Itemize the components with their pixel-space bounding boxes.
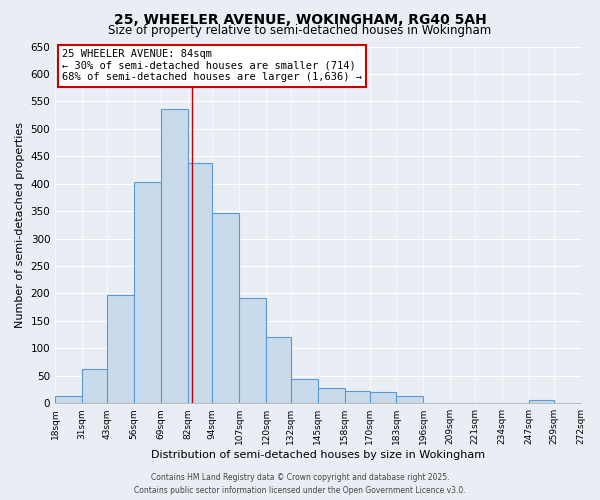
Text: 25 WHEELER AVENUE: 84sqm
← 30% of semi-detached houses are smaller (714)
68% of : 25 WHEELER AVENUE: 84sqm ← 30% of semi-d…	[62, 50, 362, 82]
Bar	[82, 368, 107, 403]
Y-axis label: Number of semi-detached properties: Number of semi-detached properties	[15, 122, 25, 328]
Bar	[55, 396, 82, 403]
Bar	[345, 391, 370, 403]
Bar	[529, 400, 554, 403]
Bar	[161, 109, 188, 403]
Bar	[318, 388, 345, 403]
Text: Contains HM Land Registry data © Crown copyright and database right 2025.
Contai: Contains HM Land Registry data © Crown c…	[134, 474, 466, 495]
Bar	[188, 164, 212, 403]
Bar	[291, 378, 318, 403]
Bar	[134, 182, 161, 403]
X-axis label: Distribution of semi-detached houses by size in Wokingham: Distribution of semi-detached houses by …	[151, 450, 485, 460]
Text: 25, WHEELER AVENUE, WOKINGHAM, RG40 5AH: 25, WHEELER AVENUE, WOKINGHAM, RG40 5AH	[113, 12, 487, 26]
Bar	[397, 396, 424, 403]
Bar	[370, 392, 397, 403]
Bar	[212, 213, 239, 403]
Bar	[266, 338, 291, 403]
Bar	[239, 298, 266, 403]
Text: Size of property relative to semi-detached houses in Wokingham: Size of property relative to semi-detach…	[109, 24, 491, 37]
Bar	[107, 294, 134, 403]
